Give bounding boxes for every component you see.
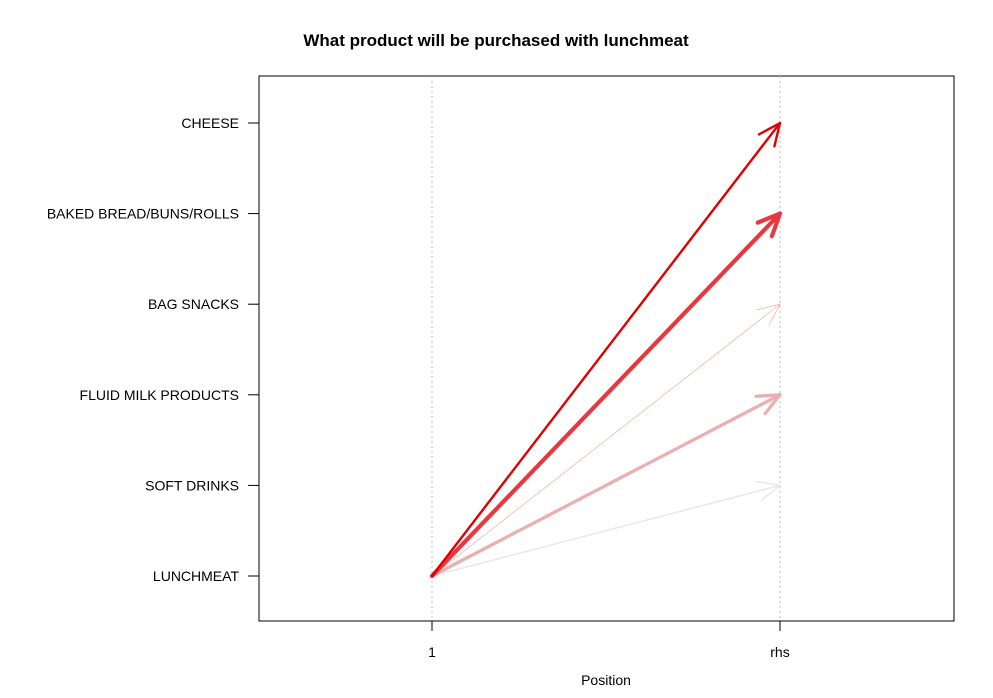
- rule-arrow: [430, 393, 782, 578]
- y-tick-label: CHEESE: [181, 115, 239, 131]
- y-tick-label: LUNCHMEAT: [153, 568, 240, 584]
- rule-arrow: [429, 211, 783, 579]
- x-tick-label: rhs: [770, 644, 789, 660]
- y-axis: LUNCHMEAT SOFT DRINKS FLUID MILK PRODUCTS B…: [47, 115, 259, 584]
- y-tick-label: FLUID MILK PRODUCTS: [80, 387, 239, 403]
- x-axis: 1 rhs: [428, 621, 790, 660]
- y-tick-label: BAKED BREAD/BUNS/ROLLS: [47, 206, 239, 222]
- y-tick-label: BAG SNACKS: [148, 296, 239, 312]
- x-tick-label: 1: [428, 644, 436, 660]
- rule-arrow: [431, 303, 781, 577]
- y-tick-label: SOFT DRINKS: [145, 477, 239, 493]
- gridlines: [431, 76, 781, 621]
- rule-arrows: [429, 121, 783, 579]
- x-axis-label: Position: [581, 672, 631, 688]
- rule-arrow: [430, 121, 782, 578]
- chart-title: What product will be purchased with lunc…: [303, 31, 689, 50]
- rule-arrow: [431, 480, 781, 577]
- plot-area-frame: [258, 75, 955, 622]
